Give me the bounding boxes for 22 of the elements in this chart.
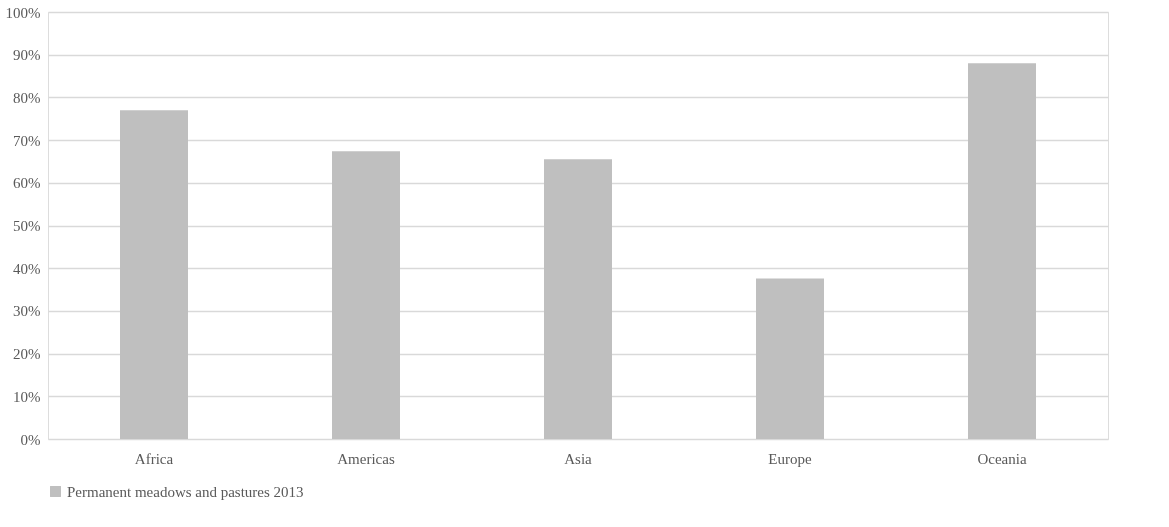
- bar: [756, 278, 824, 439]
- y-tick-label: 40%: [13, 260, 41, 277]
- bar: [120, 110, 188, 439]
- y-tick-label: 70%: [13, 132, 41, 149]
- x-tick-label: Americas: [337, 450, 395, 467]
- y-tick-label: 60%: [13, 175, 41, 192]
- y-tick-label: 30%: [13, 303, 41, 320]
- x-tick-label: Europe: [768, 450, 812, 467]
- x-tick-label: Oceania: [977, 450, 1027, 467]
- y-tick-label: 20%: [13, 346, 41, 363]
- y-tick-label: 50%: [13, 218, 41, 234]
- bar: [968, 63, 1036, 439]
- y-tick-label: 10%: [13, 388, 41, 405]
- y-tick-label: 0%: [20, 431, 41, 448]
- bar: [332, 151, 400, 439]
- y-tick-label: 100%: [5, 4, 41, 21]
- bar: [544, 159, 612, 439]
- x-tick-label: Asia: [564, 450, 593, 467]
- y-tick-label: 80%: [13, 89, 41, 106]
- legend-label: Permanent meadows and pastures 2013: [67, 483, 304, 500]
- x-tick-label: Africa: [134, 450, 174, 467]
- y-tick-label: 90%: [13, 47, 41, 64]
